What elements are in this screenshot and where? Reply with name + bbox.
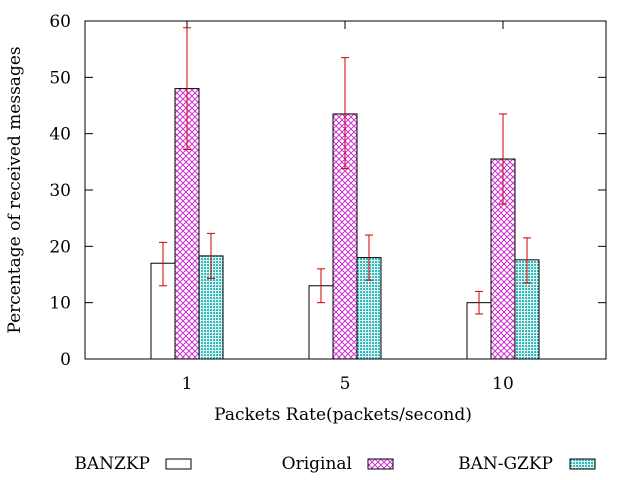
y-tick-label: 60 xyxy=(49,12,71,32)
legend: BANZKP Original BAN-GZKP xyxy=(74,454,596,474)
plot-frame xyxy=(84,20,607,360)
error-bars xyxy=(159,27,531,315)
legend-swatch-banzkp xyxy=(165,458,192,470)
legend-swatch-ban-gzkp xyxy=(569,458,596,470)
y-tick-label: 10 xyxy=(49,294,71,314)
legend-label-original: Original xyxy=(282,454,352,474)
y-axis-label: Percentage of received messages xyxy=(5,46,25,333)
y-tick-label: 20 xyxy=(49,237,71,257)
y-tick-label: 50 xyxy=(49,68,71,88)
x-tick-label: 1 xyxy=(182,374,193,394)
legend-label-banzkp: BANZKP xyxy=(74,454,150,474)
x-tick-label: 10 xyxy=(492,374,514,394)
legend-swatch-original xyxy=(367,458,394,470)
y-tick-label: 0 xyxy=(60,350,71,370)
legend-label-ban-gzkp: BAN-GZKP xyxy=(458,454,553,474)
y-axis-ticks: 0 10 20 30 40 50 60 xyxy=(49,12,606,370)
y-tick-label: 40 xyxy=(49,125,71,145)
x-axis-label: Packets Rate(packets/second) xyxy=(214,405,472,425)
x-tick-label: 5 xyxy=(340,374,351,394)
y-tick-label: 30 xyxy=(49,181,71,201)
